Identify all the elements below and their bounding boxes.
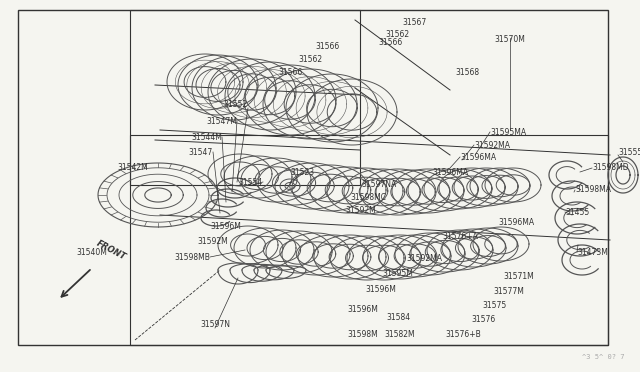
Text: 31568: 31568 [455,68,479,77]
Text: 31592MA: 31592MA [474,141,510,150]
Text: 31577M: 31577M [493,287,524,296]
Text: 31595MA: 31595MA [490,128,526,137]
Text: 31566: 31566 [279,68,303,77]
Text: 31571M: 31571M [503,272,534,281]
Text: 31596MA: 31596MA [498,218,534,227]
Text: 31597N: 31597N [200,320,230,329]
Text: 31597NA: 31597NA [361,180,396,189]
Text: 31596M: 31596M [210,222,241,231]
Text: 31576+A: 31576+A [442,232,478,241]
Text: 31566: 31566 [378,38,403,47]
Text: 31542M: 31542M [117,163,148,172]
Text: 31554: 31554 [239,178,263,187]
Text: 31598M: 31598M [348,330,378,339]
Text: 31576+B: 31576+B [445,330,481,339]
Text: 31544M: 31544M [191,133,222,142]
Bar [130,135,608,345]
Text: 31473M: 31473M [577,248,608,257]
Text: 31455: 31455 [565,208,589,217]
Text: 31576: 31576 [471,315,495,324]
Text: 31562: 31562 [299,55,323,64]
Text: 31562: 31562 [385,30,409,39]
Text: 31582M: 31582M [385,330,415,339]
Text: 31575: 31575 [482,301,506,310]
Text: ^3 5^ 0? 7: ^3 5^ 0? 7 [582,354,625,360]
Text: 31592MA: 31592MA [406,254,442,263]
Text: 31598MB: 31598MB [174,253,210,262]
Text: 31552: 31552 [224,100,248,109]
Text: 31567: 31567 [403,18,427,27]
Text: 31598MA: 31598MA [575,185,611,194]
Text: 31595M: 31595M [382,269,413,278]
Text: 31596M: 31596M [347,305,378,314]
Text: 31596MA: 31596MA [432,168,468,177]
Text: 31523: 31523 [290,168,314,177]
Text: FRONT: FRONT [95,239,127,262]
Text: 31598MD: 31598MD [592,163,628,172]
Text: 31555: 31555 [618,148,640,157]
Text: 31596M: 31596M [365,285,396,294]
Text: 31547: 31547 [189,148,213,157]
Bar [130,10,360,185]
Text: 31584: 31584 [386,313,410,322]
Text: 31592M: 31592M [197,237,228,246]
Text: 31598MC: 31598MC [350,193,386,202]
Text: 31570M: 31570M [495,35,525,44]
Text: 31592M: 31592M [345,206,376,215]
Text: 31566: 31566 [316,42,340,51]
Text: 31596MA: 31596MA [460,153,496,162]
Text: 31547M: 31547M [206,117,237,126]
Text: 31540M: 31540M [77,248,108,257]
